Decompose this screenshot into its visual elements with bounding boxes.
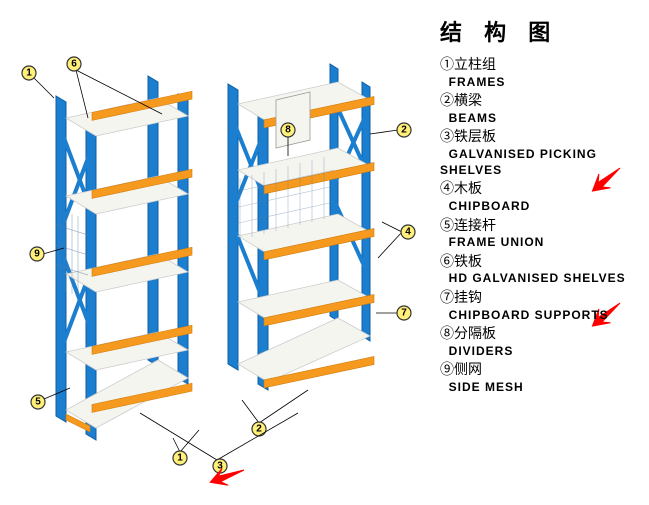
rack-diagram: 1 6 2 8 4 9 7 5 2 1 3 xyxy=(0,0,420,500)
callout-leadline xyxy=(180,430,199,452)
legend-item: ③铁层板 GALVANISED PICKING SHELVES xyxy=(440,127,645,178)
legend-cn: ①立柱组 xyxy=(440,55,645,74)
callout-leadline xyxy=(259,390,308,423)
legend-item: ⑧分隔板 DIVIDERS xyxy=(440,324,645,359)
callout-leadline xyxy=(173,438,180,452)
callout-number: 2 xyxy=(256,424,262,435)
legend-cn: ③铁层板 xyxy=(440,127,645,146)
callout-number: 2 xyxy=(401,125,407,136)
rack-structure xyxy=(56,64,374,440)
callout-leadline xyxy=(217,413,298,460)
callout-leadline xyxy=(370,130,398,134)
legend-item: ④木板 CHIPBOARD xyxy=(440,179,645,214)
legend-en: GALVANISED PICKING SHELVES xyxy=(440,146,645,178)
callout-leadline xyxy=(382,222,402,232)
callout-number: 3 xyxy=(217,461,223,472)
legend-en: SIDE MESH xyxy=(440,379,645,395)
legend-item: ⑨侧网 SIDE MESH xyxy=(440,360,645,395)
callout-leadline xyxy=(378,232,402,258)
callout-number: 9 xyxy=(34,249,40,260)
legend-item: ⑦挂钩 CHIPBOARD SUPPORTS xyxy=(440,288,645,323)
legend-cn: ④木板 xyxy=(440,179,645,198)
legend-cn: ⑧分隔板 xyxy=(440,324,645,343)
legend-item: ⑥铁板 HD GALVANISED SHELVES xyxy=(440,252,645,287)
legend-cn: ②横梁 xyxy=(440,91,645,110)
legend-en: BEAMS xyxy=(440,110,645,126)
callout-number: 4 xyxy=(405,227,411,238)
legend-en: CHIPBOARD SUPPORTS xyxy=(440,307,645,323)
callout-number: 6 xyxy=(71,59,77,70)
legend-title: 结 构 图 xyxy=(440,15,645,47)
callout-number: 8 xyxy=(285,125,291,136)
legend-en: HD GALVANISED SHELVES xyxy=(440,270,645,286)
legend-en: FRAMES xyxy=(440,74,645,90)
legend-panel: 结 构 图 ①立柱组 FRAMES②横梁 BEAMS③铁层板 GALVANISE… xyxy=(440,15,645,396)
legend-en: DIVIDERS xyxy=(440,343,645,359)
legend-en: FRAME UNION xyxy=(440,234,645,250)
legend-item: ⑤连接杆 FRAME UNION xyxy=(440,216,645,251)
callout-number: 1 xyxy=(177,453,183,464)
callout-number: 7 xyxy=(401,308,407,319)
legend-item: ②横梁 BEAMS xyxy=(440,91,645,126)
callout-number: 1 xyxy=(26,68,32,79)
callout-leadline xyxy=(242,400,259,423)
legend-cn: ⑤连接杆 xyxy=(440,216,645,235)
callout-leadline xyxy=(76,70,88,118)
legend-item: ①立柱组 FRAMES xyxy=(440,55,645,90)
callout-leadline xyxy=(34,78,54,98)
legend-cn: ⑥铁板 xyxy=(440,252,645,271)
legend-cn: ⑦挂钩 xyxy=(440,288,645,307)
legend-en: CHIPBOARD xyxy=(440,198,645,214)
callout-number: 5 xyxy=(35,397,41,408)
legend-cn: ⑨侧网 xyxy=(440,360,645,379)
